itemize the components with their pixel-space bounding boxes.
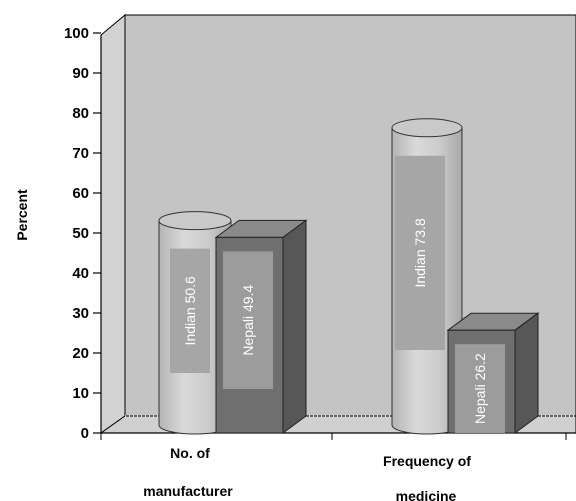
indian-data-label-1: Indian 50.6 bbox=[182, 276, 198, 345]
category-label-2-line2: medicine bbox=[396, 488, 457, 501]
indian-cylinder-top-1 bbox=[158, 211, 232, 231]
bars-group: Indian 50.6 Nepali 49.4 Indian 73.8 Nepali … bbox=[158, 118, 540, 435]
nepali-data-label-box-1 bbox=[223, 251, 273, 389]
category-label-2-line1: Frequency of bbox=[383, 453, 471, 469]
y-tick-label-2: 20 bbox=[72, 345, 89, 362]
y-axis-title: Percent bbox=[14, 189, 30, 241]
indian-data-label-2: Indian 73.8 bbox=[412, 218, 428, 287]
nepali-data-label-1: Nepali 49.4 bbox=[240, 285, 256, 356]
nepali-data-label-2: Nepali 26.2 bbox=[472, 353, 488, 424]
y-tick-label-6: 60 bbox=[72, 185, 89, 202]
side-wall bbox=[100, 13, 126, 434]
indian-data-label-box-1 bbox=[170, 248, 210, 373]
indian-data-label-box-2 bbox=[395, 155, 445, 350]
y-tick-label-4: 40 bbox=[72, 265, 89, 282]
y-tick-label-5: 50 bbox=[72, 225, 89, 242]
category-label-1-line2: manufacturer bbox=[143, 483, 233, 499]
y-tick-label-9: 90 bbox=[72, 65, 89, 82]
y-tick-label-3: 30 bbox=[72, 305, 89, 322]
y-tick-label-8: 80 bbox=[72, 105, 89, 122]
y-tick-label-10: 100 bbox=[64, 25, 89, 42]
nepali-data-label-box-2 bbox=[455, 344, 505, 433]
category-label-1-line1: No. of bbox=[170, 445, 210, 461]
nepali-box-side-1 bbox=[282, 219, 307, 434]
indian-cylinder-top-2 bbox=[391, 118, 463, 138]
y-tick-label-0: 0 bbox=[81, 425, 89, 442]
nepali-box-side-2 bbox=[514, 312, 539, 434]
y-tick-label-1: 10 bbox=[72, 385, 89, 402]
y-tick-label-7: 70 bbox=[72, 145, 89, 162]
y-axis-ticks: 0 10 20 30 40 50 60 70 80 90 100 bbox=[64, 25, 101, 442]
